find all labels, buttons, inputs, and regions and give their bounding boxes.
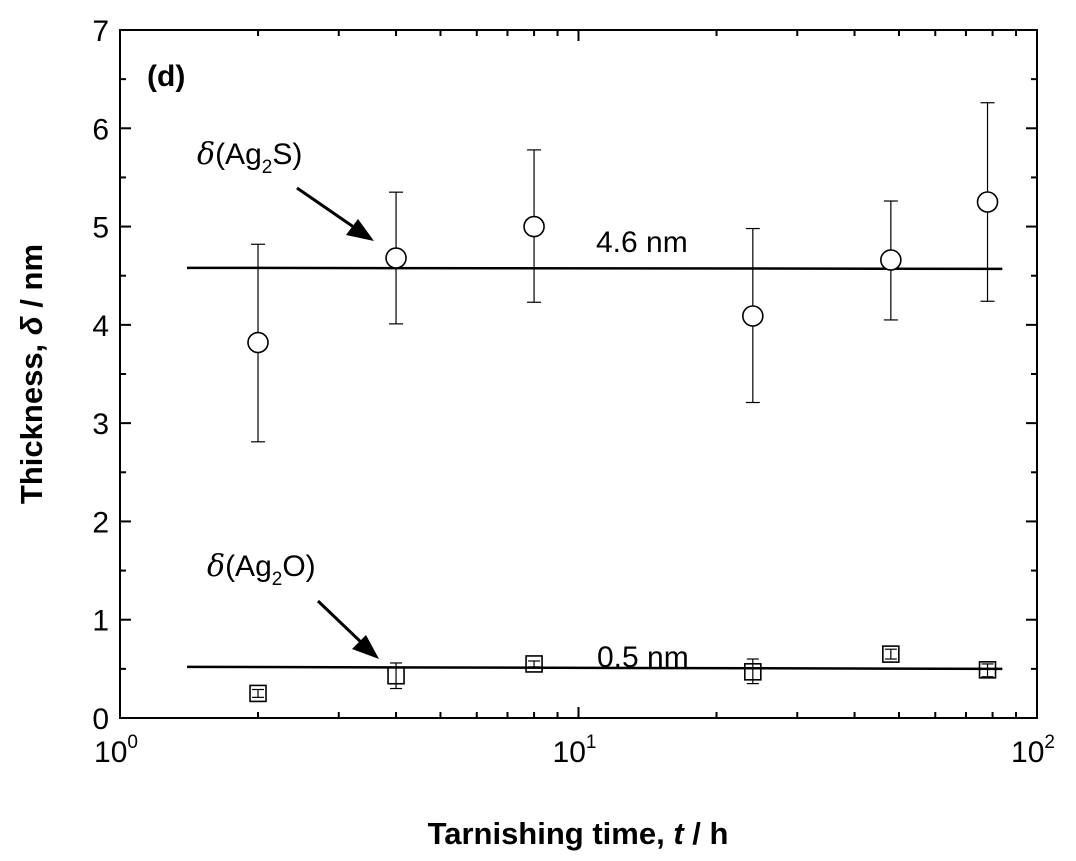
series-ag2s-open: (Ag [215, 138, 262, 171]
y-tick-label: 5 [92, 212, 109, 245]
minor-ticks [120, 30, 1037, 718]
x-tick-label-base: 10 [94, 736, 127, 769]
y-axis-title: Thickness, δ / nm [14, 244, 49, 504]
series-ag2s-label: δ(Ag2S) [197, 137, 302, 178]
fit-label-ag2s: 4.6 nm [596, 226, 688, 259]
series-ag2o-delta: δ [207, 549, 225, 584]
y-tick-labels: 0 1 2 3 4 5 6 7 [92, 15, 109, 736]
data-point-ag2s [523, 215, 545, 238]
y-tick-label: 3 [92, 408, 109, 441]
fit-lines [186, 266, 1003, 671]
x-tick-label: 102 [1011, 732, 1055, 769]
y-axis-title-var: δ [14, 316, 49, 335]
data-point-ag2o [525, 655, 543, 673]
fit-line-ag2o [186, 665, 1003, 671]
data-point-ag2o [249, 684, 267, 703]
series-ag2s-delta: δ [197, 137, 215, 172]
series-ag2s-sub: 2 [262, 157, 273, 178]
data-point-ag2s [247, 331, 269, 354]
error-bars [251, 102, 995, 698]
series-ag2o-close: O) [282, 550, 315, 583]
series-ag2o-open: (Ag [225, 550, 272, 583]
series-ag2s-arrow [296, 186, 359, 232]
y-axis-title-prefix: Thickness, [14, 335, 49, 504]
x-tick-label-base: 10 [1011, 736, 1044, 769]
data-point-ag2o [744, 663, 762, 681]
fit-line-ag2s [186, 266, 1003, 271]
panel-label: (d) [147, 60, 185, 93]
y-tick-label: 6 [92, 113, 109, 146]
data-point-ag2s [742, 305, 764, 327]
x-tick-label-exponent: 0 [127, 732, 138, 753]
data-point-ag2o [387, 666, 405, 685]
x-tick-label-base: 10 [553, 736, 586, 769]
y-tick-label: 2 [92, 506, 109, 539]
series-ag2s-close: S) [272, 138, 302, 171]
y-tick-label: 7 [92, 15, 109, 48]
x-tick-label: 100 [94, 732, 138, 769]
x-axis-title-var: t [673, 816, 685, 851]
x-tick-labels: 100 101 102 [94, 732, 1055, 769]
x-tick-label-exponent: 1 [586, 732, 597, 753]
major-ticks [119, 29, 1038, 719]
x-axis-title-suffix: / h [684, 816, 729, 851]
x-axis-title-prefix: Tarnishing time, [428, 816, 674, 851]
x-tick-label: 101 [553, 732, 597, 769]
y-axis-title-suffix: / nm [14, 244, 49, 316]
y-tick-label: 1 [92, 605, 109, 638]
series-ag2o-arrowhead [352, 635, 379, 659]
fit-label-ag2o: 0.5 nm [597, 641, 689, 674]
series-ag2s-arrowhead [346, 219, 374, 241]
data-point-ag2s [976, 191, 999, 213]
y-tick-label: 0 [92, 703, 109, 736]
data-point-ag2o [882, 645, 900, 663]
series-ag2o-arrow [316, 599, 366, 647]
data-point-ag2o [978, 661, 997, 679]
series-ag2o-label: δ(Ag2O) [207, 549, 316, 590]
data-point-ag2s [880, 249, 902, 271]
markers [247, 191, 999, 703]
data-point-ag2s [385, 247, 407, 269]
y-tick-label: 4 [92, 310, 109, 343]
x-axis-title: Tarnishing time, t / h [428, 816, 729, 851]
series-ag2o-sub: 2 [272, 569, 283, 590]
x-tick-label-exponent: 2 [1044, 732, 1055, 753]
